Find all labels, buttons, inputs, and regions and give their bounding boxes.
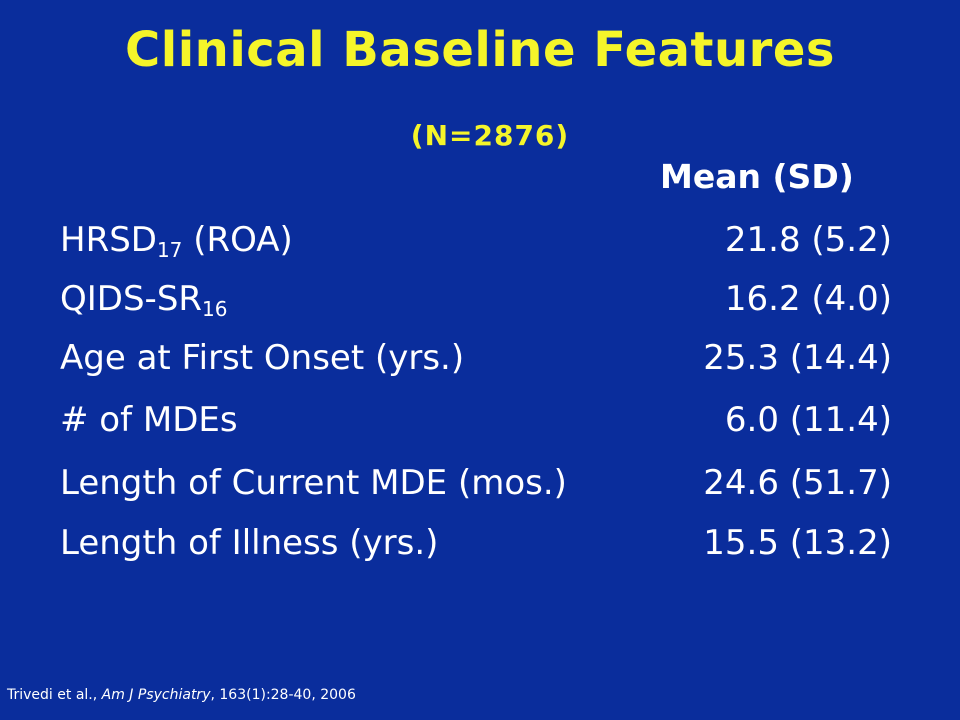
row-label: Length of Current MDE (mos.) — [60, 463, 567, 503]
table-row: Age at First Onset (yrs.) 25.3 (14.4) — [0, 330, 960, 386]
citation: Trivedi et al., Am J Psychiatry, 163(1):… — [7, 686, 356, 704]
table-row: QIDS-SR16 16.2 (4.0) — [0, 271, 960, 327]
table-row: Length of Current MDE (mos.) 24.6 (51.7) — [0, 455, 960, 511]
slide-subtitle: (N=2876) — [410, 119, 570, 152]
row-label-text: HRSD — [60, 220, 157, 260]
mean-sd-column-header: Mean (SD) — [660, 157, 854, 196]
row-value: 6.0 (11.4) — [724, 400, 892, 440]
row-value: 16.2 (4.0) — [724, 279, 892, 319]
row-label: HRSD17 (ROA) — [60, 212, 293, 268]
row-label-text: QIDS-SR — [60, 279, 203, 319]
row-label-suffix: (ROA) — [182, 220, 293, 260]
citation-authors: Trivedi et al., — [7, 687, 102, 703]
row-value: 21.8 (5.2) — [724, 220, 892, 260]
table-row: Length of Illness (yrs.) 15.5 (13.2) — [0, 515, 960, 571]
row-label: # of MDEs — [60, 400, 238, 440]
row-label-subscript: 16 — [202, 297, 228, 321]
row-label-subscript: 17 — [156, 238, 183, 262]
citation-journal: Am J Psychiatry — [101, 687, 211, 703]
row-label: Age at First Onset (yrs.) — [60, 338, 465, 378]
slide-title: Clinical Baseline Features — [125, 22, 835, 78]
row-value: 15.5 (13.2) — [703, 523, 892, 563]
citation-details: , 163(1):28-40, 2006 — [210, 687, 356, 703]
table-row: # of MDEs 6.0 (11.4) — [0, 392, 960, 448]
row-label: Length of Illness (yrs.) — [60, 523, 439, 563]
row-value: 24.6 (51.7) — [703, 463, 892, 503]
row-value: 25.3 (14.4) — [703, 338, 892, 378]
row-label: QIDS-SR16 — [60, 271, 227, 327]
table-row: HRSD17 (ROA) 21.8 (5.2) — [0, 212, 960, 268]
